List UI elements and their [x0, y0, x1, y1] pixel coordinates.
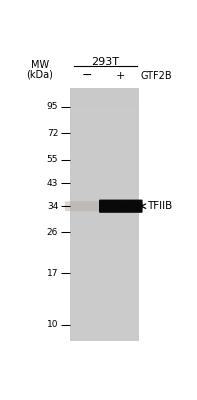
Text: 55: 55: [47, 155, 58, 164]
Text: 17: 17: [47, 269, 58, 278]
Text: −: −: [81, 69, 92, 82]
FancyBboxPatch shape: [99, 200, 143, 213]
Text: +: +: [116, 71, 125, 81]
Bar: [71, 88, 139, 341]
Text: 34: 34: [47, 202, 58, 211]
Text: MW: MW: [31, 60, 49, 70]
Text: (kDa): (kDa): [26, 69, 53, 79]
Text: 10: 10: [47, 320, 58, 329]
Text: 293T: 293T: [91, 57, 119, 67]
Text: 72: 72: [47, 129, 58, 138]
Text: 95: 95: [47, 102, 58, 111]
Text: TFIIB: TFIIB: [147, 201, 172, 211]
Text: 26: 26: [47, 228, 58, 237]
Text: GTF2B: GTF2B: [141, 71, 172, 81]
Text: 43: 43: [47, 179, 58, 188]
FancyBboxPatch shape: [65, 201, 108, 211]
